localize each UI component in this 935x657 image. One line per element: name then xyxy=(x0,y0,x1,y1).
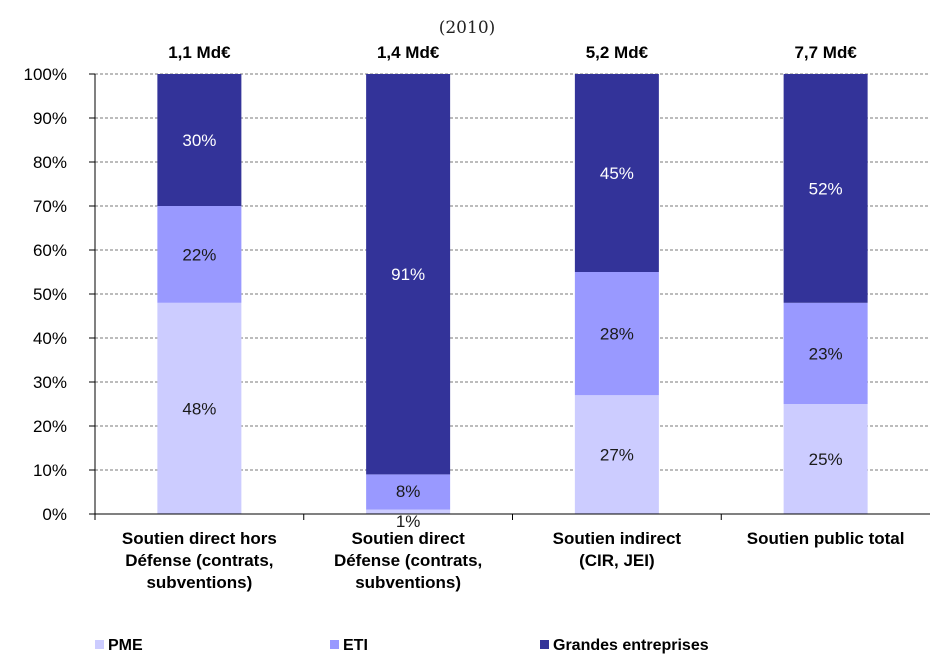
chart-subtitle: (2010) xyxy=(439,18,496,38)
x-category-label-line: Défense (contrats, xyxy=(125,551,273,570)
x-category-label: Soutien direct hors Défense (contrats, sub… xyxy=(122,529,277,592)
legend-label: ETI xyxy=(343,637,368,654)
x-category-label: Soutien indirect (CIR, JEI) xyxy=(553,529,682,570)
legend-label: Grandes entreprises xyxy=(553,637,709,654)
y-tick-label: 80% xyxy=(33,153,67,172)
data-label: 8% xyxy=(396,482,421,501)
bar-segment xyxy=(574,395,659,514)
bar-segment xyxy=(366,509,451,514)
bar-segment xyxy=(783,302,868,404)
data-label: 45% xyxy=(600,164,634,183)
bar-segment xyxy=(157,302,242,514)
labels: 0% 10% 20% 30% 40% 50% 60% 70% 80% 90% 100% 48% 22% 3… xyxy=(24,43,905,592)
x-category-label-line: Soutien indirect xyxy=(553,529,682,548)
data-label: 1% xyxy=(396,512,421,531)
bar-segment xyxy=(157,74,242,206)
y-tick-label: 20% xyxy=(33,417,67,436)
bar-segment xyxy=(783,404,868,514)
y-tick-label: 40% xyxy=(33,329,67,348)
data-label: 28% xyxy=(600,325,634,344)
data-label: 27% xyxy=(600,446,634,465)
x-category-label-line: subventions) xyxy=(146,573,252,592)
x-category-label-line: (CIR, JEI) xyxy=(579,551,655,570)
bar-segment xyxy=(366,474,451,510)
x-category-label: Soutien direct Défense (contrats, subventi… xyxy=(334,529,482,592)
legend-swatch xyxy=(540,640,549,649)
x-category-label-line: subventions) xyxy=(355,573,461,592)
y-tick-label: 70% xyxy=(33,197,67,216)
x-category-label-line: Soutien direct xyxy=(351,529,465,548)
y-tick-label: 0% xyxy=(42,505,67,524)
x-category-label-line: Soutien public total xyxy=(747,529,905,548)
y-tick-label: 90% xyxy=(33,109,67,128)
bar-segment xyxy=(157,206,242,303)
bar-segment xyxy=(366,74,451,475)
axes xyxy=(89,73,930,520)
total-label: 1,1 Md€ xyxy=(168,43,231,62)
data-label: 30% xyxy=(182,131,216,150)
legend-label: PME xyxy=(108,637,143,654)
x-category-label: Soutien public total xyxy=(747,529,905,548)
bar-segment xyxy=(574,74,659,272)
data-label: 23% xyxy=(809,344,843,363)
legend-swatch xyxy=(95,640,104,649)
legend: PME ETI Grandes entreprises xyxy=(95,637,709,654)
bar-segment xyxy=(783,74,868,303)
y-tick-label: 60% xyxy=(33,241,67,260)
legend-swatch xyxy=(330,640,339,649)
total-label: 7,7 Md€ xyxy=(794,43,857,62)
bars xyxy=(157,74,868,514)
bar-segment xyxy=(574,272,659,396)
total-label: 5,2 Md€ xyxy=(586,43,649,62)
y-tick-label: 30% xyxy=(33,373,67,392)
y-tick-label: 50% xyxy=(33,285,67,304)
data-label: 22% xyxy=(182,245,216,264)
x-category-label-line: Soutien direct hors xyxy=(122,529,277,548)
data-label: 25% xyxy=(809,450,843,469)
data-label: 91% xyxy=(391,265,425,284)
x-category-label-line: Défense (contrats, xyxy=(334,551,482,570)
data-label: 52% xyxy=(809,179,843,198)
y-tick-label: 100% xyxy=(24,65,67,84)
y-tick-label: 10% xyxy=(33,461,67,480)
total-label: 1,4 Md€ xyxy=(377,43,440,62)
data-label: 48% xyxy=(182,399,216,418)
